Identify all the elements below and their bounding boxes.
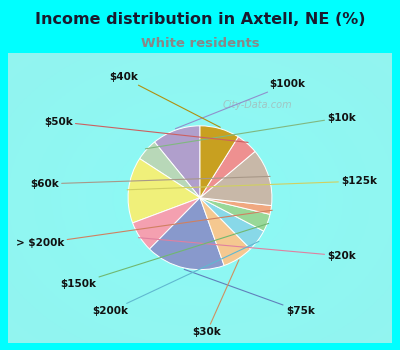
Wedge shape	[200, 126, 238, 198]
Wedge shape	[200, 198, 270, 231]
Wedge shape	[154, 126, 200, 198]
Text: City-Data.com: City-Data.com	[222, 100, 292, 110]
Wedge shape	[128, 159, 200, 223]
Wedge shape	[200, 198, 250, 266]
Text: $100k: $100k	[176, 79, 305, 129]
Text: $60k: $60k	[30, 176, 270, 189]
Wedge shape	[133, 198, 200, 249]
Text: $150k: $150k	[60, 223, 269, 288]
Wedge shape	[200, 198, 264, 249]
Text: > $200k: > $200k	[16, 210, 272, 248]
Text: $200k: $200k	[92, 241, 259, 316]
Wedge shape	[200, 152, 272, 205]
Text: $10k: $10k	[146, 112, 356, 149]
Wedge shape	[200, 137, 255, 198]
Wedge shape	[150, 198, 224, 270]
Wedge shape	[200, 198, 272, 215]
Text: White residents: White residents	[141, 37, 259, 50]
Text: $125k: $125k	[127, 176, 377, 190]
Text: $30k: $30k	[192, 260, 239, 337]
Text: Income distribution in Axtell, NE (%): Income distribution in Axtell, NE (%)	[35, 12, 365, 27]
Text: $40k: $40k	[109, 72, 220, 127]
Text: $75k: $75k	[184, 270, 315, 316]
Text: $20k: $20k	[138, 238, 356, 261]
Wedge shape	[140, 142, 200, 198]
Text: $50k: $50k	[44, 117, 248, 142]
